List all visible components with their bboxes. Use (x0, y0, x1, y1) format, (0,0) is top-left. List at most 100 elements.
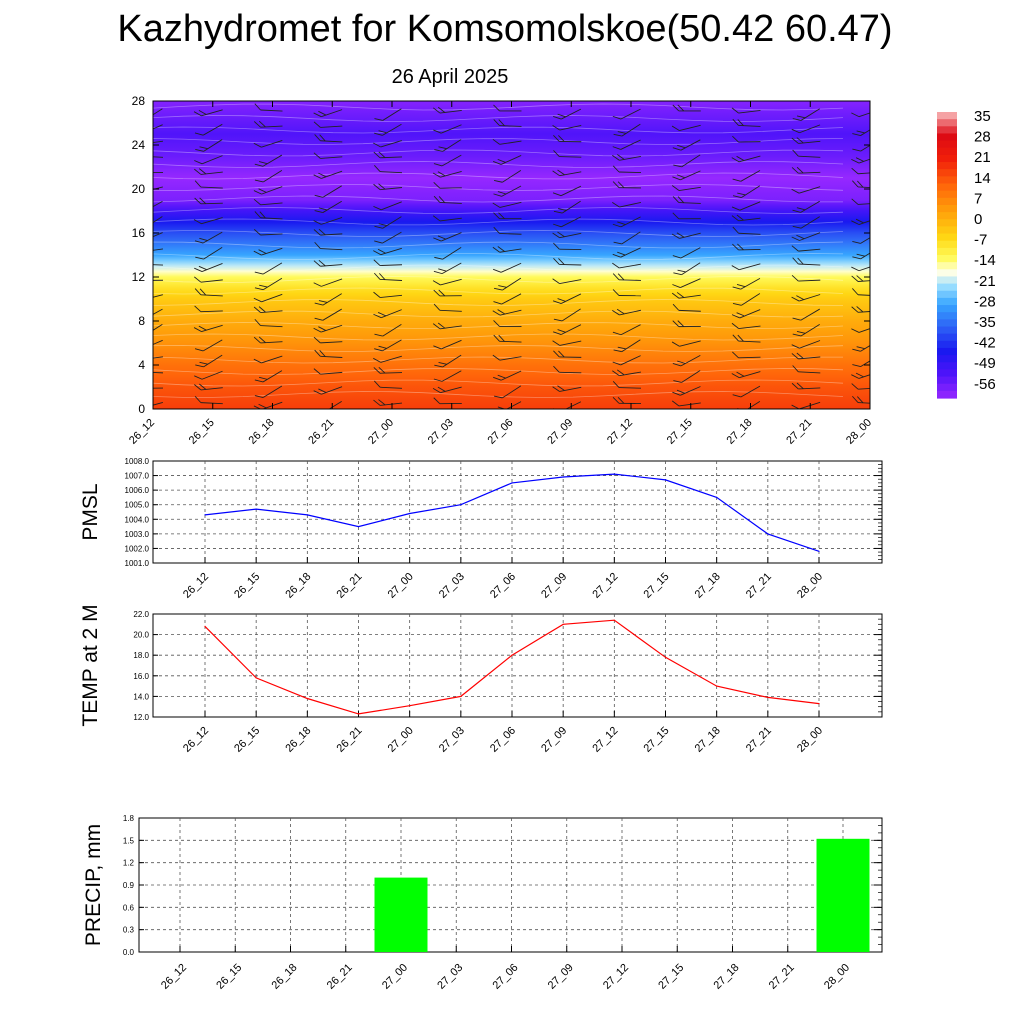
wind-barb-feather (195, 364, 204, 368)
wind-barb-shaft (439, 309, 462, 312)
wind-barb-feather (791, 275, 799, 282)
wind-barb-feather (676, 292, 685, 298)
wind-barb-shaft (153, 232, 163, 242)
wind-barb-feather (493, 287, 503, 291)
colorbar-swatch (937, 154, 957, 163)
wind-barb-shaft (441, 339, 462, 350)
wind-barb-shaft (678, 294, 701, 299)
colorbar-swatch (937, 383, 957, 392)
wind-barb-feather (195, 256, 204, 260)
wind-barb-feather (797, 257, 804, 265)
wind-barb-feather (672, 196, 680, 203)
wind-barb-feather (673, 380, 682, 383)
wind-barb-feather (852, 148, 861, 152)
wind-barb-feather (558, 135, 565, 142)
wind-barb (373, 355, 402, 363)
wind-barb-shaft (262, 154, 283, 167)
wind-barb-shaft (798, 186, 821, 194)
wind-barb-feather (732, 195, 742, 199)
wind-barb-shaft (200, 387, 223, 391)
y-tick-label: 22.0 (133, 610, 149, 619)
wind-barb-feather (791, 236, 800, 241)
wind-barb-shaft (380, 294, 403, 298)
wind-barb-feather (791, 137, 799, 144)
wind-barb-shaft (499, 125, 522, 127)
wind-barb-feather (135, 167, 141, 173)
wind-barb (194, 370, 223, 380)
wind-barb-shaft (799, 124, 821, 134)
wind-barb-feather (253, 250, 262, 256)
wind-barb-feather (792, 118, 802, 121)
colorbar-swatch (937, 183, 957, 192)
wind-barb-feather (434, 256, 443, 260)
wind-barb-feather (732, 243, 739, 251)
wind-barb-shaft (739, 309, 761, 319)
data-point (460, 504, 462, 506)
x-tick-label: 26_15 (214, 962, 244, 992)
colorbar-swatch (937, 276, 957, 285)
wind-barb-feather (313, 121, 321, 128)
wind-barb (612, 262, 642, 269)
wind-barb-feather (498, 212, 505, 219)
x-tick-label: 27_06 (488, 571, 518, 601)
wind-barb (552, 340, 582, 346)
wind-barb (314, 308, 342, 321)
wind-barb-feather (612, 361, 621, 366)
wind-barb-shaft (499, 356, 522, 361)
wind-barb-feather (553, 242, 560, 250)
wind-barbs (135, 103, 870, 409)
wind-barb (313, 109, 343, 118)
wind-barb-shaft (798, 279, 821, 282)
wind-barb (432, 386, 462, 394)
wind-barb (433, 289, 462, 297)
wind-barb-feather (553, 331, 562, 335)
wind-barb-feather (672, 147, 682, 151)
wind-barb-shaft (679, 124, 701, 131)
colorbar-swatch (937, 326, 957, 335)
wind-barb (852, 247, 870, 260)
wind-barb (493, 185, 522, 197)
wind-barb (732, 170, 761, 182)
contour-line (153, 333, 844, 341)
x-tick-label: 26_18 (270, 962, 300, 992)
wind-barb (313, 278, 343, 287)
wind-barb-feather (612, 273, 620, 281)
x-tick-label: 27_12 (590, 725, 620, 755)
contour-line (153, 264, 844, 272)
wind-barb (851, 370, 870, 379)
wind-barb (194, 155, 223, 165)
wind-barb-shaft (620, 324, 641, 336)
wind-barb-shaft (620, 216, 641, 228)
wind-barb (732, 385, 761, 398)
wind-barb-shaft (203, 354, 223, 368)
wind-barb-feather (193, 219, 202, 225)
wind-barb (153, 279, 164, 281)
x-tick-label: 27_03 (437, 571, 467, 601)
x-tick-label: 26_21 (335, 571, 365, 601)
wind-barb-shaft (561, 108, 582, 120)
wind-barb-shaft (441, 262, 462, 275)
wind-barb-shaft (680, 354, 701, 367)
wind-barb (194, 276, 223, 283)
wind-barb-shaft (858, 216, 870, 225)
wind-barb-feather (373, 272, 381, 280)
wind-barb-shaft (798, 294, 821, 302)
wind-barb (553, 108, 582, 120)
wind-barb (313, 336, 343, 344)
wind-barb (195, 246, 223, 260)
data-point (460, 695, 462, 698)
wind-barb-feather (199, 361, 208, 365)
wind-barb-feather (732, 118, 739, 126)
wind-barb (792, 308, 820, 321)
y-tick-label: 4 (138, 358, 145, 372)
wind-barb-shaft (681, 262, 701, 276)
wind-barb-feather (194, 305, 202, 313)
wind-barb (612, 381, 642, 389)
wind-barb-shaft (153, 186, 163, 193)
wind-barb (553, 242, 582, 251)
wind-barb-feather (433, 129, 442, 134)
wind-barb-shaft (382, 123, 402, 136)
wind-barb-feather (313, 112, 322, 118)
wind-barb-feather (792, 209, 801, 213)
wind-barb (313, 368, 343, 375)
